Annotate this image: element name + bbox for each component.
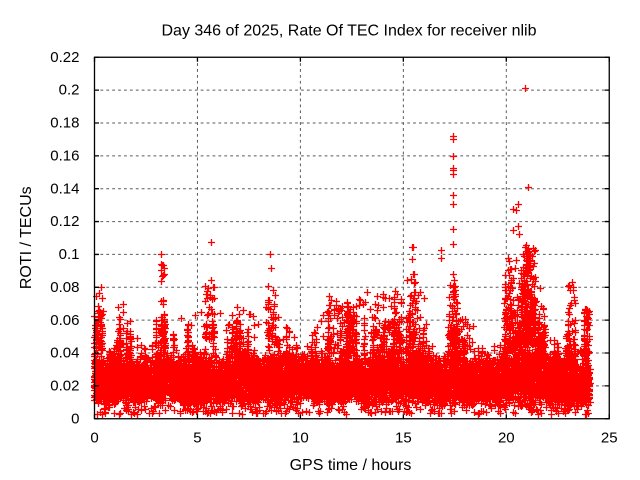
- svg-text:0.02: 0.02: [50, 377, 79, 394]
- svg-text:0.16: 0.16: [50, 147, 79, 164]
- svg-text:0.12: 0.12: [50, 213, 79, 230]
- svg-text:0: 0: [71, 410, 79, 427]
- svg-text:0.06: 0.06: [50, 312, 79, 329]
- svg-text:10: 10: [292, 430, 309, 447]
- svg-text:0.18: 0.18: [50, 115, 79, 132]
- svg-text:Day 346 of 2025, Rate Of TEC I: Day 346 of 2025, Rate Of TEC Index for r…: [161, 23, 536, 40]
- svg-text:0: 0: [90, 430, 98, 447]
- svg-text:25: 25: [601, 430, 618, 447]
- svg-text:0.14: 0.14: [50, 180, 79, 197]
- svg-text:15: 15: [395, 430, 412, 447]
- svg-text:ROTI / TECUs: ROTI / TECUs: [18, 186, 35, 289]
- svg-text:20: 20: [498, 430, 515, 447]
- svg-text:0.1: 0.1: [59, 246, 80, 263]
- svg-text:0.2: 0.2: [59, 82, 80, 99]
- svg-text:GPS time / hours: GPS time / hours: [290, 457, 412, 474]
- svg-text:0.08: 0.08: [50, 279, 79, 296]
- svg-text:0.04: 0.04: [50, 345, 79, 362]
- svg-text:0.22: 0.22: [50, 49, 79, 66]
- svg-text:5: 5: [193, 430, 201, 447]
